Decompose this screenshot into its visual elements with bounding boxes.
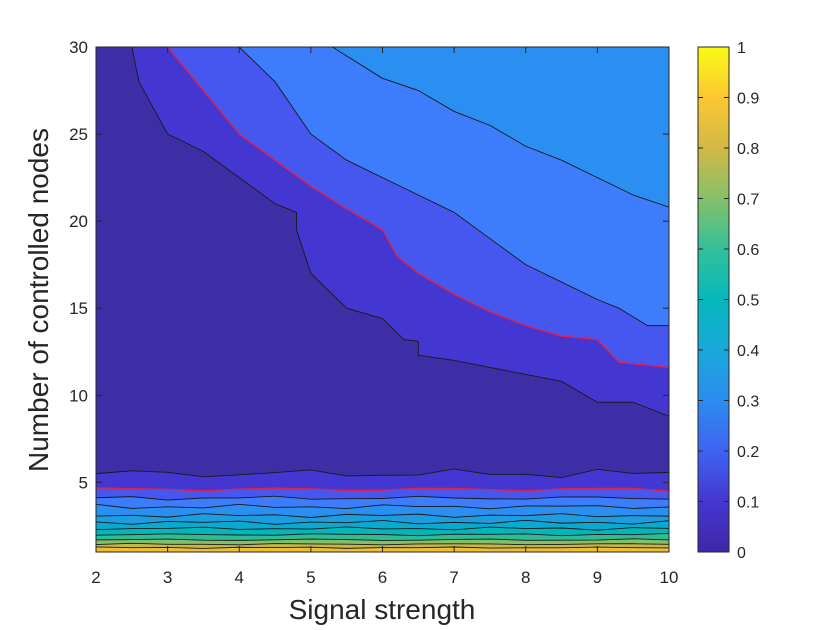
y-tick-label: 15	[69, 299, 88, 318]
colorbar-tick-label: 0.8	[737, 141, 759, 158]
contour-plot-area	[96, 47, 669, 552]
y-tick-label: 20	[69, 212, 88, 231]
colorbar-tick-label: 0.3	[737, 394, 759, 411]
colorbar-tick-label: 0.5	[737, 293, 759, 310]
low-contour-line-9	[96, 542, 669, 546]
low-contour-line-8	[96, 538, 669, 541]
contour-lines	[96, 47, 669, 549]
y-tick-label: 10	[69, 386, 88, 405]
x-tick-label: 9	[593, 568, 602, 587]
x-tick-label: 8	[521, 568, 530, 587]
contour-band-0.2	[332, 47, 669, 208]
y-tick-label: 5	[79, 473, 88, 492]
low-contour-line-1	[96, 487, 669, 492]
colorbar-tick-label: 0.2	[737, 444, 759, 461]
low-band-5	[96, 520, 669, 531]
y-axis-ticks: 5 10 15 20 25 30	[69, 38, 669, 492]
low-contour-line-7	[96, 532, 669, 537]
y-tick-label: 25	[69, 125, 88, 144]
contour-line-0.1	[167, 47, 669, 369]
x-tick-label: 10	[660, 568, 679, 587]
contour-line-0.2	[332, 47, 669, 208]
low-contour-line-4	[96, 513, 669, 518]
y-axis-label: Number of controlled nodes	[23, 128, 54, 472]
low-contour-line-6	[96, 526, 669, 531]
colorbar: 0 0.1 0.2 0.3 0.4 0.5 0.6 0.7 0.8 0.9 1	[697, 40, 759, 562]
colorbar-tick-label: 0	[737, 545, 746, 562]
x-tick-label: 3	[163, 568, 172, 587]
colorbar-tick-label: 0.9	[737, 91, 759, 108]
x-tick-label: 6	[378, 568, 387, 587]
low-contour-line-2	[96, 495, 669, 501]
x-axis-label: Signal strength	[289, 594, 476, 625]
x-tick-label: 5	[306, 568, 315, 587]
low-contour-line-0	[96, 468, 669, 479]
contour-line-0.05	[96, 47, 669, 417]
low-band-3	[96, 504, 669, 518]
colorbar-tick-label: 1	[737, 40, 746, 57]
colorbar-tick-label: 0.1	[737, 495, 759, 512]
x-tick-label: 2	[91, 568, 100, 587]
colorbar-tick-label: 0.7	[737, 192, 759, 209]
colorbar-gradient	[697, 46, 730, 553]
contour-line-0.15	[238, 47, 669, 327]
low-contour-line-3	[96, 503, 669, 510]
x-tick-label: 4	[235, 568, 244, 587]
low-band-4	[96, 513, 669, 525]
x-axis-ticks: 2 3 4 5 6 7 8 9 10	[91, 47, 678, 587]
y-tick-label: 30	[69, 38, 88, 57]
low-contour-line-5	[96, 519, 669, 525]
x-tick-label: 7	[449, 568, 458, 587]
colorbar-tick-label: 0.6	[737, 242, 759, 259]
colorbar-tick-label: 0.4	[737, 343, 759, 360]
colorbar-ticks: 0 0.1 0.2 0.3 0.4 0.5 0.6 0.7 0.8 0.9 1	[698, 40, 759, 562]
